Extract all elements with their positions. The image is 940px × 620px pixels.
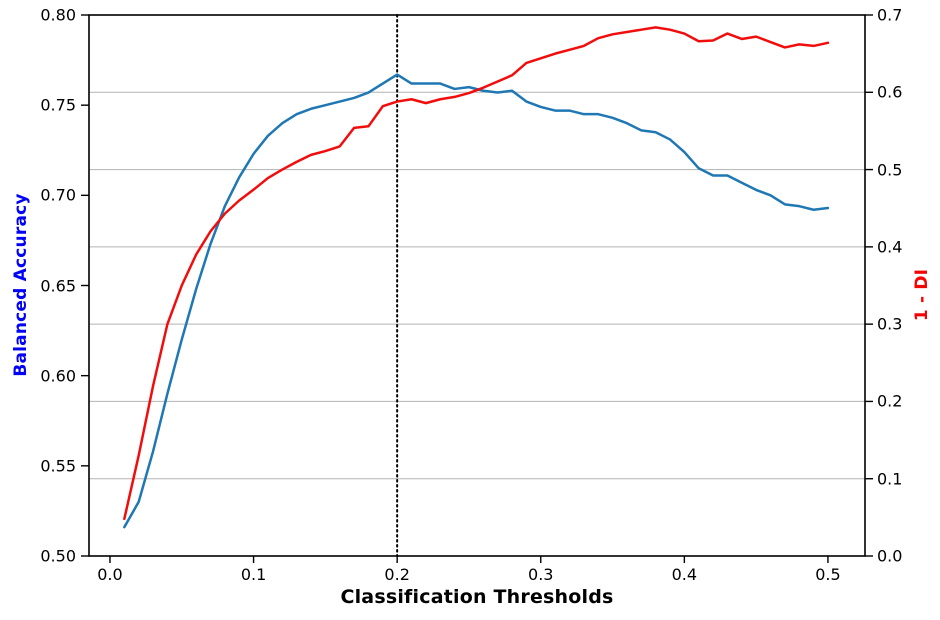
x-axis-tick-label: 0.5 xyxy=(815,565,841,584)
right-axis-tick-label: 0.6 xyxy=(877,82,903,102)
left-axis-tick-label: 0.75 xyxy=(40,95,76,115)
right-axis-title: 1 - DI xyxy=(912,268,932,322)
series-line-balanced-accuracy xyxy=(123,73,830,529)
x-axis-tick-label: 0.0 xyxy=(97,565,123,584)
left-axis-tick-label: 0.60 xyxy=(40,366,76,386)
axes-box xyxy=(88,14,866,557)
right-axis-tick-label: 0.3 xyxy=(877,314,903,334)
right-axis-tick-label: 0.5 xyxy=(877,160,903,180)
right-axis-tick-label: 0.7 xyxy=(877,5,903,25)
x-axis-title: Classification Thresholds xyxy=(340,586,614,608)
x-axis-tick-label: 0.1 xyxy=(240,565,267,584)
left-axis-tick-label: 0.55 xyxy=(40,456,76,476)
left-axis-tick-label: 0.65 xyxy=(40,276,76,295)
x-axis-tick-label: 0.4 xyxy=(671,565,698,584)
left-axis-tick-label: 0.80 xyxy=(40,5,76,25)
right-axis-tick-label: 0.2 xyxy=(877,391,903,411)
right-axis-tick-label: 0.4 xyxy=(877,237,903,257)
left-axis-tick-label: 0.50 xyxy=(40,546,76,566)
left-axis-tick-label: 0.70 xyxy=(40,185,76,205)
series-line-one-minus-di xyxy=(123,26,830,521)
x-axis-tick-label: 0.2 xyxy=(384,565,410,584)
right-axis-tick-label: 0.0 xyxy=(877,546,903,566)
left-axis-title: Balanced Accuracy xyxy=(11,193,31,377)
right-axis-tick-label: 0.1 xyxy=(877,469,903,489)
x-axis-tick-label: 0.3 xyxy=(528,565,554,584)
